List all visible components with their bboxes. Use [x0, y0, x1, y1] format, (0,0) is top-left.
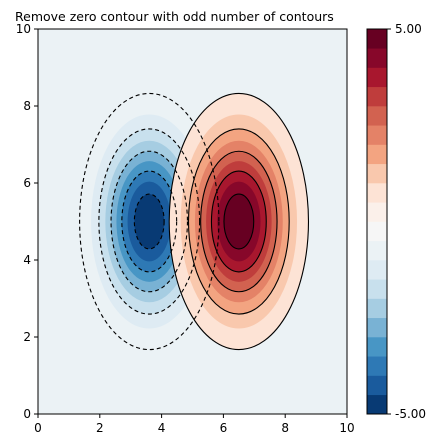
colorbar-segment: [367, 163, 387, 184]
contour-band-positive: [223, 194, 254, 249]
plot-area: [37, 28, 348, 415]
x-tick-label: 0: [34, 421, 42, 435]
colorbar-segment: [367, 144, 387, 165]
colorbar-segment: [367, 86, 387, 107]
colorbar-segment: [367, 337, 387, 357]
contour-line-negative: [79, 92, 220, 351]
contour-line-negative: [98, 128, 201, 315]
colorbar-segment: [367, 260, 387, 280]
colorbar-segment: [367, 67, 387, 88]
colorbar-segment: [367, 240, 387, 261]
contour-line-positive: [168, 92, 310, 351]
colorbar-frame: [366, 28, 388, 415]
contour-line-positive: [187, 128, 290, 315]
x-tick-label: 8: [281, 421, 289, 435]
colorbar-segment: [367, 394, 387, 415]
colorbar-segment: [367, 48, 387, 68]
contour-line-positive: [210, 170, 267, 273]
y-axis: 0 2 4 6 8 10: [16, 22, 38, 421]
colorbar-segment: [367, 202, 387, 222]
contour-lines: [79, 92, 310, 351]
colorbar-segment: [367, 356, 387, 376]
colorbar-segment: [367, 279, 387, 299]
plot-frame: [37, 28, 348, 415]
contour-band-negative: [134, 194, 165, 249]
y-tick-label: 4: [23, 253, 31, 267]
colorbar-segment: [367, 298, 387, 319]
contour-line-negative: [110, 150, 188, 293]
y-tick-label: 6: [23, 176, 31, 190]
contour-line-negative: [121, 170, 178, 273]
chart-title: Remove zero contour with odd number of c…: [15, 9, 334, 24]
contour-line-positive: [223, 193, 255, 250]
y-tick-label: 8: [23, 99, 31, 113]
filled-contours: [79, 93, 309, 350]
x-tick-label: 2: [96, 421, 104, 435]
contour-line-negative: [133, 193, 165, 250]
colorbar-segment: [367, 183, 387, 203]
contour-line-positive: [200, 150, 278, 293]
colorbar-segment: [367, 106, 387, 126]
colorbar-segment: [367, 375, 387, 396]
colorbar-tick-label: 5.00: [395, 22, 422, 36]
colorbar-segment: [367, 125, 387, 145]
x-axis: 0 2 4 6 8 10: [34, 414, 355, 435]
x-tick-label: 10: [339, 421, 354, 435]
y-tick-label: 2: [23, 330, 31, 344]
x-tick-label: 4: [158, 421, 166, 435]
colorbar-segment: [367, 221, 387, 242]
colorbar-tick-label: -5.00: [395, 407, 426, 421]
x-tick-label: 6: [220, 421, 228, 435]
colorbar-segment: [367, 317, 387, 338]
colorbar: -5.00 5.00: [366, 22, 426, 421]
y-tick-label: 10: [16, 22, 31, 36]
y-tick-label: 0: [23, 407, 31, 421]
colorbar-segment: [367, 29, 387, 49]
